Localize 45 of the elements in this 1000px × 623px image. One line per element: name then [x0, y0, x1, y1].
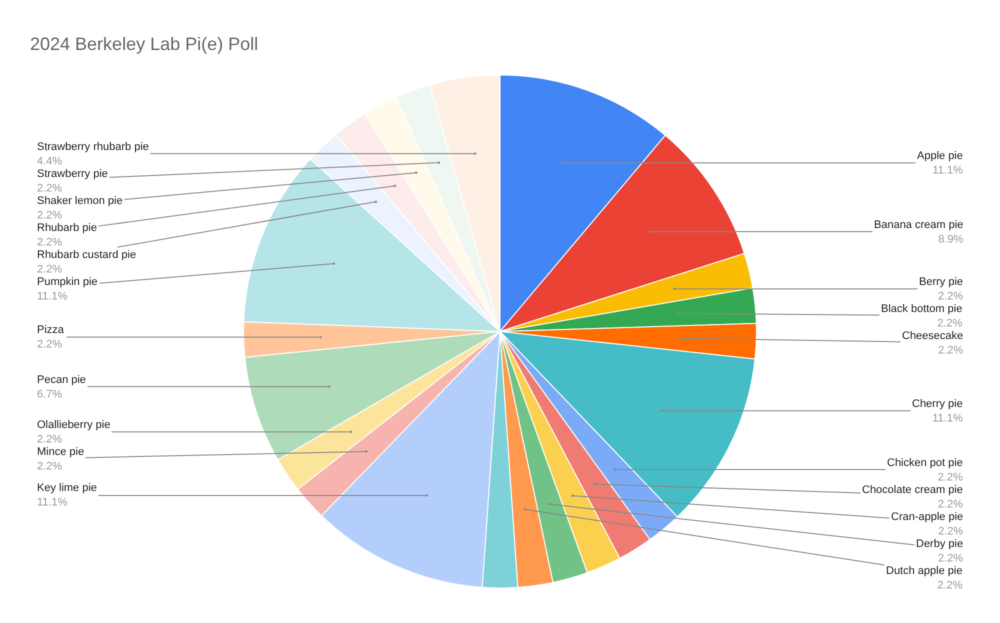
data-label: 2.2% [938, 344, 964, 356]
data-label: 2.2% [938, 471, 964, 484]
slice-label: Derby pie [916, 538, 964, 550]
data-label: 4.4% [37, 155, 62, 168]
data-label: 11.1% [932, 164, 964, 176]
data-label: 2.2% [37, 209, 62, 222]
data-label: 2.2% [938, 552, 964, 564]
slice-label: Black bottom pie [881, 303, 962, 315]
slice-label: Cherry pie [912, 398, 963, 410]
data-label: 11.1% [37, 290, 68, 302]
data-label: 2.2% [37, 460, 62, 472]
slice-label: Cran-apple pie [891, 511, 964, 523]
data-label: 2.2% [37, 338, 62, 350]
data-label: 2.2% [938, 525, 964, 538]
slice-label: Chicken pot pie [887, 457, 963, 469]
data-label: 11.1% [37, 496, 68, 508]
data-label: 2.2% [37, 236, 62, 248]
data-label: 2.2% [938, 498, 964, 510]
slice-label: Shaker lemon pie [37, 195, 123, 207]
data-label: 2.2% [37, 182, 62, 194]
data-label: 8.9% [938, 233, 964, 246]
chart-title: 2024 Berkeley Lab Pi(e) Poll [30, 34, 258, 54]
slice-label: Banana cream pie [874, 219, 964, 231]
data-label: 2.2% [938, 290, 964, 302]
slice-label: Strawberry rhubarb pie [37, 141, 149, 153]
slice-label: Dutch apple pie [886, 565, 962, 577]
slice-label: Rhubarb custard pie [37, 249, 136, 261]
slice-label: Chocolate cream pie [862, 484, 963, 496]
slice-label: Rhubarb pie [37, 222, 97, 234]
slice-label: Pizza [37, 324, 65, 336]
data-label: 2.2% [937, 579, 963, 592]
slice-label: Strawberry pie [37, 168, 108, 180]
slice-label: Pecan pie [37, 374, 86, 386]
data-label: 2.2% [37, 263, 62, 276]
slice-label: Key lime pie [37, 482, 97, 494]
data-label: 2.2% [937, 317, 963, 330]
data-label: 11.1% [932, 412, 963, 424]
slice-label: Olallieberry pie [37, 419, 110, 431]
slice-label: Cheesecake [902, 330, 964, 342]
slice-label: Pumpkin pie [37, 276, 98, 288]
slice-label: Apple pie [917, 150, 963, 162]
slice-label: Berry pie [919, 276, 964, 288]
data-label: 6.7% [37, 388, 62, 400]
slice-label: Mince pie [37, 446, 84, 458]
data-label: 2.2% [37, 433, 62, 446]
